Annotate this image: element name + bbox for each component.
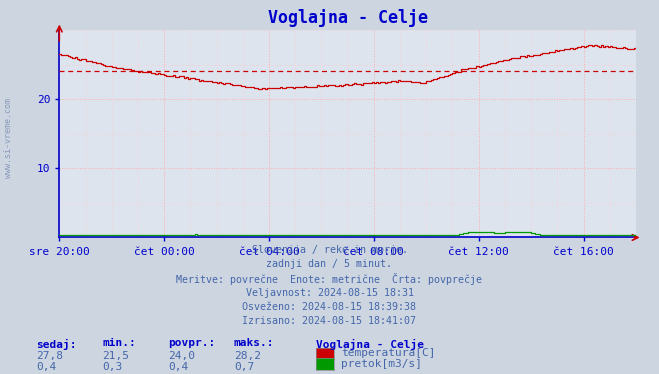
Text: Meritve: povrečne  Enote: metrične  Črta: povprečje: Meritve: povrečne Enote: metrične Črta: … <box>177 273 482 285</box>
Text: Osveženo: 2024-08-15 18:39:38: Osveženo: 2024-08-15 18:39:38 <box>243 302 416 312</box>
Text: 28,2: 28,2 <box>234 351 261 361</box>
Text: 24,0: 24,0 <box>168 351 195 361</box>
Text: 0,3: 0,3 <box>102 362 123 372</box>
Text: povpr.:: povpr.: <box>168 338 215 349</box>
Text: min.:: min.: <box>102 338 136 349</box>
Text: Veljavnost: 2024-08-15 18:31: Veljavnost: 2024-08-15 18:31 <box>246 288 413 298</box>
Text: temperatura[C]: temperatura[C] <box>341 349 436 358</box>
Text: 27,8: 27,8 <box>36 351 63 361</box>
Text: zadnji dan / 5 minut.: zadnji dan / 5 minut. <box>266 259 393 269</box>
Title: Voglajna - Celje: Voglajna - Celje <box>268 9 428 27</box>
Text: pretok[m3/s]: pretok[m3/s] <box>341 359 422 369</box>
Text: Izrisano: 2024-08-15 18:41:07: Izrisano: 2024-08-15 18:41:07 <box>243 316 416 326</box>
Text: maks.:: maks.: <box>234 338 274 349</box>
Text: www.si-vreme.com: www.si-vreme.com <box>4 98 13 178</box>
Text: sedaj:: sedaj: <box>36 338 76 349</box>
Text: Slovenija / reke in morje.: Slovenija / reke in morje. <box>252 245 407 255</box>
Text: 0,4: 0,4 <box>36 362 57 372</box>
Text: 21,5: 21,5 <box>102 351 129 361</box>
Text: 0,7: 0,7 <box>234 362 254 372</box>
Text: 0,4: 0,4 <box>168 362 188 372</box>
Text: Voglajna - Celje: Voglajna - Celje <box>316 338 424 349</box>
